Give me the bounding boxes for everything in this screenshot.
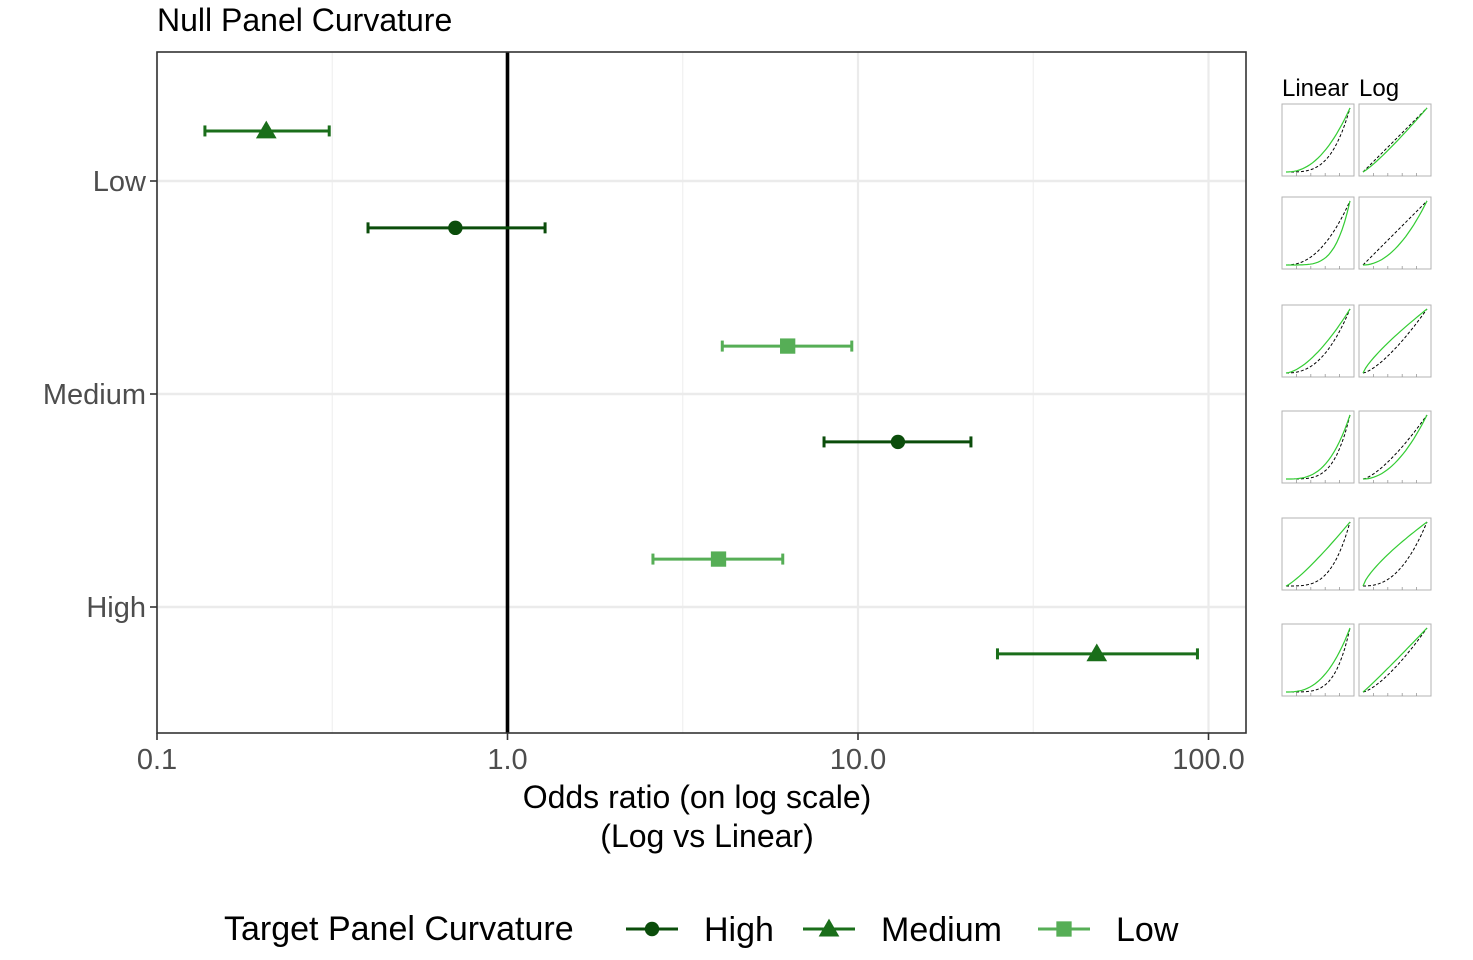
point-high-medium-marker (890, 434, 906, 450)
thumbnail-r5-log (1358, 517, 1432, 591)
chart-title: Null Panel Curvature (157, 2, 452, 38)
y-tick-label-high: High (86, 592, 146, 624)
thumbnail-header-linear: Linear (1282, 75, 1349, 102)
thumbnail-r4-log-curve (1362, 414, 1428, 480)
thumbnail-r2-linear-dashed (1285, 200, 1351, 266)
legend-entry-high-marker (644, 921, 660, 937)
thumbnail-r6-linear (1281, 623, 1355, 697)
thumbnail-r5-linear-curve (1285, 521, 1351, 587)
point-high-low-marker (448, 220, 463, 236)
thumbnail-r3-linear-curve (1285, 308, 1351, 374)
thumbnail-r2-linear (1281, 196, 1355, 270)
point-low-high-marker (710, 551, 727, 567)
legend-entry-low-marker (1056, 921, 1072, 937)
thumbnail-grid: Linear Log (1281, 75, 1432, 697)
thumbnail-r6-log-curve (1362, 627, 1428, 693)
thumbnail-r5-linear (1281, 517, 1355, 591)
thumbnail-r3-linear-dashed (1286, 308, 1351, 374)
thumbnail-r1-linear (1281, 103, 1355, 177)
thumbnail-r5-log-dashed (1363, 521, 1428, 587)
thumbnail-r4-linear-curve (1286, 414, 1351, 480)
legend-entry-low-label: Low (1116, 911, 1179, 949)
x-tick-label-3: 100.0 (1172, 744, 1245, 776)
thumbnail-r2-linear-curve (1286, 200, 1351, 266)
thumbnail-r4-log (1358, 410, 1432, 484)
legend-entry-high-label: High (704, 911, 774, 949)
thumbnail-r4-linear (1281, 410, 1355, 484)
point-low-medium-marker (780, 338, 796, 354)
x-tick-label-1: 1.0 (487, 744, 527, 776)
x-tick-label-2: 10.0 (830, 744, 886, 776)
thumbnail-r2-log-curve (1362, 200, 1428, 266)
y-tick-label-medium: Medium (43, 379, 146, 411)
thumbnail-r3-log-dashed (1362, 308, 1428, 374)
thumbnail-r3-log (1358, 304, 1432, 378)
thumbnail-r1-log-dashed (1362, 107, 1428, 173)
thumbnail-r1-linear-dashed (1286, 107, 1351, 173)
thumbnail-r3-linear (1281, 304, 1355, 378)
thumbnail-r1-log-curve (1362, 107, 1428, 173)
thumbnail-r4-log-dashed (1362, 414, 1428, 480)
point-medium-low-marker (255, 120, 277, 139)
y-tick-label-low: Low (93, 166, 147, 198)
grid-lines (155, 52, 1246, 733)
data-layer (203, 120, 1199, 662)
legend: Target Panel Curvature High Medium Low (224, 910, 1179, 949)
thumbnail-r1-linear-curve (1285, 107, 1351, 173)
thumbnail-r2-log-dashed (1362, 200, 1428, 266)
plot-panel-border (156, 51, 1247, 734)
x-axis-label-line-2: (Log vs Linear) (600, 818, 813, 854)
legend-entry-medium-marker (818, 918, 840, 937)
legend-entry-medium-label: Medium (881, 911, 1002, 949)
legend-title: Target Panel Curvature (224, 910, 574, 948)
point-medium-high-marker (1086, 643, 1108, 662)
thumbnail-r5-linear-dashed (1286, 521, 1351, 587)
thumbnail-r3-log-curve (1362, 308, 1428, 374)
axes: Low Medium High 0.1 1.0 10.0 100.0 (43, 166, 1245, 776)
thumbnail-r6-linear-curve (1286, 627, 1351, 693)
thumbnail-r5-log-curve (1362, 521, 1428, 587)
thumbnail-r6-log-dashed (1362, 627, 1428, 693)
x-tick-label-0: 0.1 (137, 744, 177, 776)
x-axis-label-line-1: Odds ratio (on log scale) (523, 779, 872, 815)
thumbnail-header-log: Log (1359, 75, 1399, 102)
